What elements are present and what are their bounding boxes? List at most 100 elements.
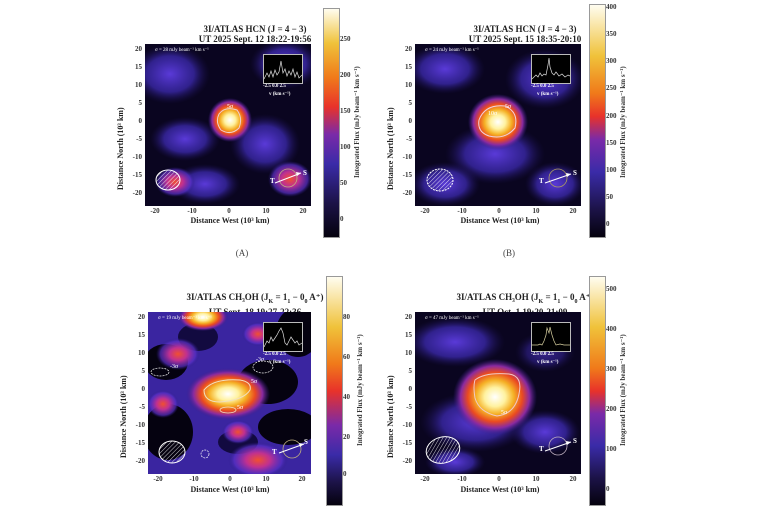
colorbar [589, 4, 606, 238]
noise-label: σ = 47 mJy beam⁻¹ km s⁻¹ [425, 316, 479, 321]
ytick: 20 [405, 45, 412, 53]
xtick: 0 [497, 207, 501, 215]
colorbar-tick: 400 [606, 3, 617, 11]
colorbar-tick: 50 [340, 179, 347, 187]
xtick: -20 [153, 475, 163, 483]
colorbar-tick: 0 [606, 485, 610, 493]
panel-b-title-line1: 3I/ATLAS HCN (J = 4 − 3) [473, 24, 577, 34]
y-axis-label: Distance North (10³ km) [386, 375, 395, 458]
caption-b: (B) [503, 248, 515, 258]
colorbar-tick: 200 [606, 112, 617, 120]
colorbar-label: Integrated Flux (mJy beam⁻¹ km s⁻¹) [619, 66, 627, 178]
contour-label: 5σ [501, 410, 508, 416]
xtick: -20 [420, 207, 430, 215]
spectrum-inset [531, 322, 571, 352]
title-part: 3I/ATLAS CH₃OH (J [456, 292, 539, 302]
y-axis-label: Distance North (10³ km) [116, 107, 125, 190]
sun-direction-label: S [304, 438, 308, 446]
ytick: -5 [406, 135, 412, 143]
xtick: 0 [227, 207, 231, 215]
ytick: -10 [402, 153, 412, 161]
colorbar-tick: 400 [606, 325, 617, 333]
colorbar-label: Integrated Flux (mJy beam⁻¹ km s⁻¹) [356, 334, 364, 446]
colorbar-tick: 0 [343, 470, 347, 478]
ytick: -10 [402, 421, 412, 429]
ytick: 15 [138, 331, 145, 339]
noise-label: σ = 24 mJy beam⁻¹ km s⁻¹ [425, 48, 479, 53]
ytick: -20 [135, 457, 145, 465]
inset-xticks: -2.5 0.0 2.5 [263, 84, 286, 89]
xtick: -10 [457, 475, 467, 483]
inset-xlabel: v (km s⁻¹) [537, 92, 559, 97]
tail-direction-label: T [539, 177, 544, 185]
title-sub: K [538, 298, 544, 305]
xtick: 0 [497, 475, 501, 483]
xtick: 20 [569, 475, 577, 483]
xtick: -20 [150, 207, 160, 215]
ytick: 10 [135, 81, 142, 89]
colorbar-tick: 150 [340, 107, 351, 115]
colorbar-tick: 0 [606, 220, 610, 228]
ytick: 10 [405, 81, 412, 89]
ytick: 15 [405, 331, 412, 339]
ytick: -10 [132, 153, 142, 161]
colorbar-label: Integrated Flux (mJy beam⁻¹ km s⁻¹) [353, 66, 361, 178]
colorbar-tick: 60 [343, 353, 350, 361]
panel-b-heatmap: σ = 24 mJy beam⁻¹ km s⁻¹ 10σ 5σ T S -2.5… [415, 44, 581, 206]
ytick: 20 [135, 45, 142, 53]
panel-a-title-line1: 3I/ATLAS HCN (J = 4 − 3) [203, 24, 307, 34]
contour-label: 5σ [237, 405, 244, 411]
inset-xlabel: v (km s⁻¹) [537, 360, 559, 365]
xtick: 20 [569, 207, 577, 215]
xtick: 10 [532, 207, 540, 215]
title-part: − 0 [290, 292, 305, 302]
panel-c-heatmap: σ = 19 mJy beam⁻¹ km s⁻¹ 5σ 5σ -3σ -3σ T… [148, 312, 311, 474]
xtick: 10 [262, 207, 270, 215]
x-axis-label: Distance West (10³ km) [190, 216, 270, 225]
spectrum-inset [263, 322, 303, 352]
inset-xticks: -2.5 0.0 2.5 [531, 84, 554, 89]
ytick: 5 [141, 367, 146, 375]
ytick: 20 [138, 313, 145, 321]
xtick: 10 [532, 475, 540, 483]
title-part: = 1 [273, 292, 288, 302]
spectrum-inset [263, 54, 303, 84]
colorbar [323, 8, 340, 238]
colorbar-tick: 100 [606, 445, 617, 453]
ytick: 15 [405, 63, 412, 71]
panel-c-title-line1: 3I/ATLAS CH₃OH (JK = 11 − 00 A⁺) [140, 292, 370, 307]
inset-xlabel: v (km s⁻¹) [269, 360, 291, 365]
tail-direction-label: T [272, 448, 277, 456]
xtick: 20 [298, 475, 306, 483]
y-axis-label: Distance North (10³ km) [386, 107, 395, 190]
xtick: -10 [189, 475, 199, 483]
x-axis-label: Distance West (10³ km) [460, 216, 540, 225]
inset-xticks: -2.5 0.0 2.5 [531, 352, 554, 357]
xtick: -10 [187, 207, 197, 215]
title-sub: 1 [287, 298, 291, 305]
title-sub: K [268, 298, 274, 305]
ytick: 0 [141, 385, 146, 393]
xtick: 0 [228, 475, 232, 483]
ytick: 5 [408, 99, 413, 107]
panel-c-title: 3I/ATLAS CH₃OH (JK = 11 − 00 A⁺) UT Sept… [140, 292, 370, 317]
ytick: 0 [408, 117, 413, 125]
contour-label: 5σ [227, 104, 234, 110]
xtick: -20 [420, 475, 430, 483]
panel-d-heatmap: σ = 47 mJy beam⁻¹ km s⁻¹ 5σ T S -2.5 0.0… [415, 312, 581, 474]
ytick: -5 [139, 403, 145, 411]
panel-a-subtitle: UT 2025 Sept. 12 18:22-19:56 [198, 34, 312, 44]
colorbar-tick: 200 [340, 71, 351, 79]
panel-a-heatmap: σ = 28 mJy beam⁻¹ km s⁻¹ 5σ T S -2.5 0.0… [145, 44, 311, 206]
colorbar-label: Integrated Flux (mJy beam⁻¹ km s⁻¹) [619, 334, 627, 446]
ytick: -10 [135, 421, 145, 429]
colorbar-tick: 300 [606, 365, 617, 373]
sun-direction-label: S [303, 169, 307, 177]
ytick: 20 [405, 313, 412, 321]
xtick: -10 [457, 207, 467, 215]
ytick: -20 [402, 457, 412, 465]
contour-label: 5σ [505, 104, 512, 110]
panel-d-title-line1: 3I/ATLAS CH₃OH (JK = 11 − 00 A⁺) [420, 292, 630, 307]
inset-xlabel: v (km s⁻¹) [269, 92, 291, 97]
ytick: 0 [408, 385, 413, 393]
